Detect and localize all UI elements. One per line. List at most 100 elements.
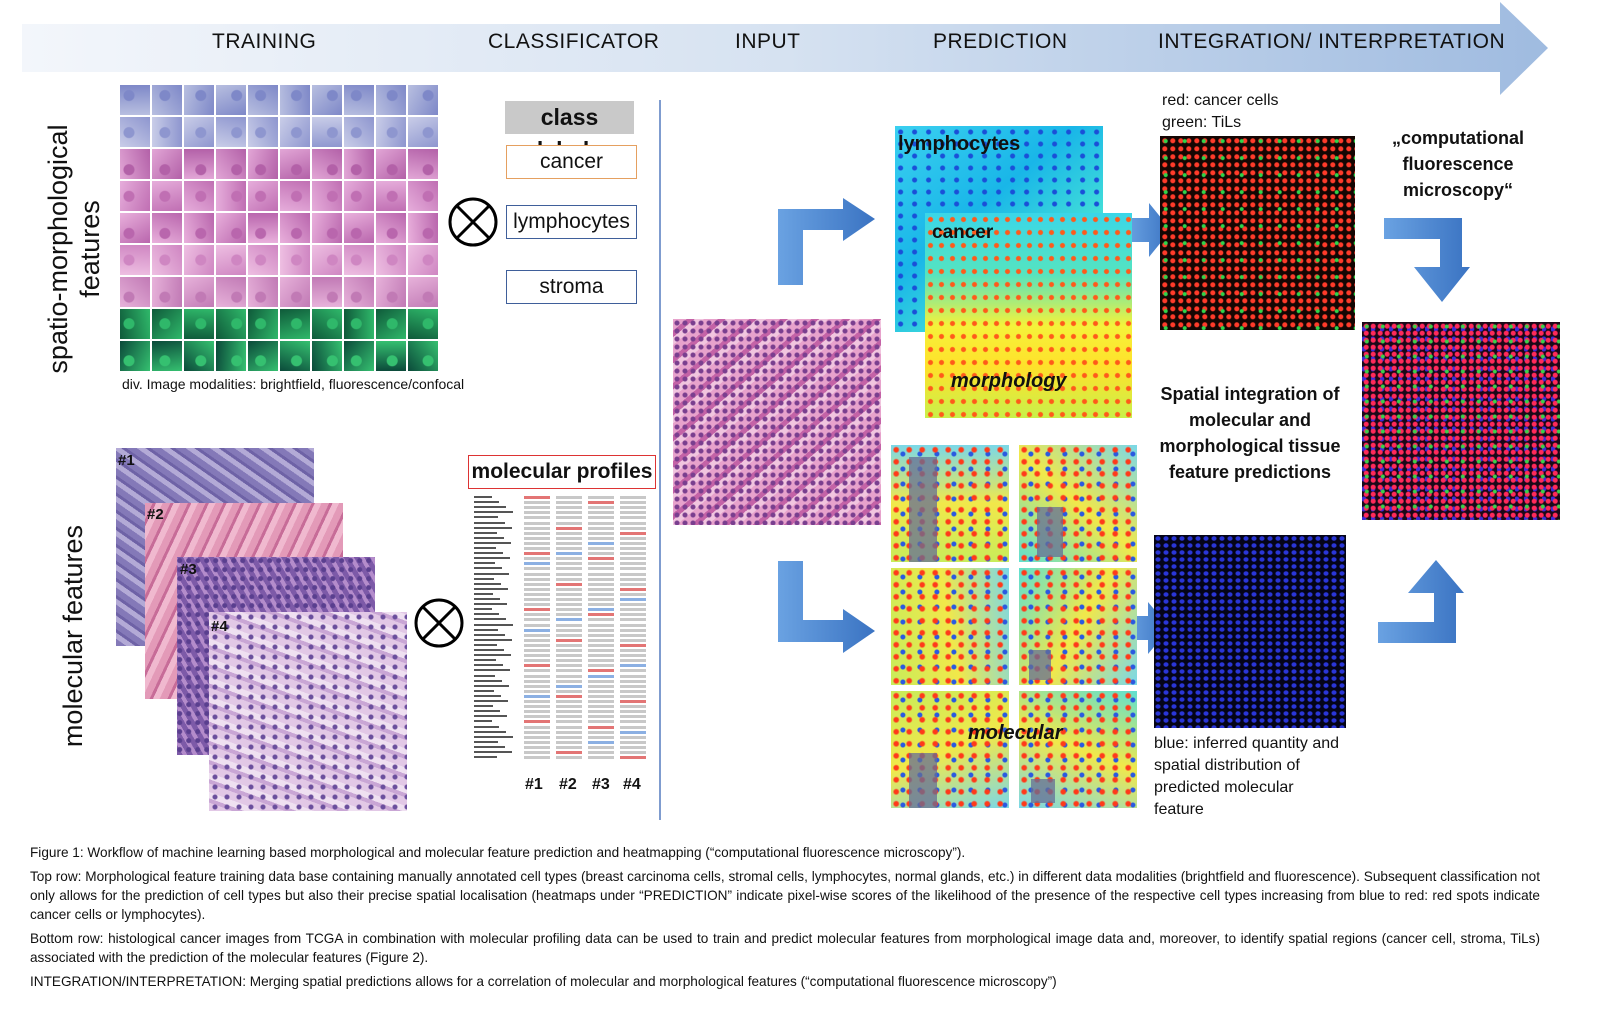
profile-cell xyxy=(524,516,550,520)
profile-cell xyxy=(556,684,582,688)
profile-cell xyxy=(524,725,550,729)
profile-cell xyxy=(556,587,582,591)
training-tile xyxy=(344,277,374,307)
profile-cell xyxy=(588,751,614,754)
training-tile xyxy=(408,85,438,115)
training-tile xyxy=(152,245,182,275)
molecular-features-label: molecular features xyxy=(58,524,88,748)
training-tile xyxy=(312,277,342,307)
profile-cell xyxy=(524,659,550,663)
profile-row xyxy=(474,531,648,535)
profile-cell xyxy=(620,501,646,505)
profile-cell xyxy=(588,541,614,545)
molecular-profile-table xyxy=(474,496,648,764)
profile-cell xyxy=(588,705,614,709)
profile-cell xyxy=(620,689,646,693)
stage-training: TRAINING xyxy=(212,30,317,53)
training-tile xyxy=(184,213,214,243)
heatmap-label-cancer: cancer xyxy=(932,222,994,243)
training-tile xyxy=(280,85,310,115)
profile-row xyxy=(474,756,648,760)
profile-cell xyxy=(524,501,550,505)
profile-cell xyxy=(620,715,646,719)
profile-cell xyxy=(556,689,582,693)
molecular-heatmap-grid xyxy=(891,445,1139,810)
profile-cell xyxy=(620,516,646,520)
profile-cell xyxy=(524,603,550,607)
profile-cell xyxy=(620,496,646,499)
profile-cell xyxy=(588,547,614,550)
training-tile xyxy=(408,181,438,211)
profile-row xyxy=(474,633,648,637)
profile-row-name xyxy=(474,541,511,544)
training-tile xyxy=(120,117,150,147)
molecular-blue-map xyxy=(1154,535,1346,728)
training-tile xyxy=(120,277,150,307)
profile-row-name xyxy=(474,562,495,565)
profile-cell xyxy=(588,506,614,510)
training-tile xyxy=(248,117,278,147)
profile-row xyxy=(474,745,648,749)
profile-cell xyxy=(556,618,582,622)
training-tile xyxy=(120,149,150,179)
legend-red: red: cancer cells xyxy=(1162,92,1279,109)
profile-cell xyxy=(556,516,582,520)
profile-row xyxy=(474,725,648,729)
profile-cell xyxy=(556,567,582,571)
profile-cell xyxy=(588,628,614,632)
profile-cell xyxy=(524,623,550,627)
profile-cell xyxy=(524,679,550,683)
profile-cell xyxy=(620,536,646,540)
profile-row-name xyxy=(474,700,508,702)
profile-cell xyxy=(524,562,550,566)
profile-cell xyxy=(556,740,582,744)
profile-row xyxy=(474,674,648,678)
profile-cell xyxy=(620,643,646,647)
profile-row xyxy=(474,592,648,596)
profile-cell xyxy=(524,521,550,525)
figure-caption: Figure 1: Workflow of machine learning b… xyxy=(30,843,1540,996)
training-tile xyxy=(376,85,406,115)
profile-cell xyxy=(620,735,646,739)
heatmap-label-molecular: molecular xyxy=(968,722,1063,744)
training-tile xyxy=(312,213,342,243)
training-tile xyxy=(184,309,214,339)
profile-cell xyxy=(588,521,614,525)
profile-col-2: #2 xyxy=(559,776,577,793)
profile-cell xyxy=(524,582,550,586)
profile-row-name xyxy=(474,521,505,524)
modalities-note: div. Image modalities: brightfield, fluo… xyxy=(122,376,465,392)
profile-cell xyxy=(620,720,646,724)
profile-cell xyxy=(588,654,614,658)
training-tile xyxy=(216,245,246,275)
tensor-operator-top xyxy=(448,197,498,247)
profile-cell xyxy=(524,705,550,709)
training-tile xyxy=(376,309,406,339)
profile-row xyxy=(474,521,648,525)
profile-row-name xyxy=(474,547,496,549)
training-tile xyxy=(248,245,278,275)
profile-cell xyxy=(620,654,646,658)
profile-cell xyxy=(556,552,582,556)
profile-row-name xyxy=(474,531,497,534)
arrow-blue-to-merged xyxy=(1378,560,1464,643)
profile-cell xyxy=(556,628,582,632)
profile-cell xyxy=(556,592,582,596)
profile-col-1: #1 xyxy=(525,776,543,793)
profile-row xyxy=(474,730,648,734)
profile-cell xyxy=(620,623,646,627)
training-tile xyxy=(408,277,438,307)
profile-row-name xyxy=(474,654,511,657)
profile-cell xyxy=(588,664,614,668)
profile-cell xyxy=(524,536,550,540)
profile-cell xyxy=(524,638,550,642)
training-tile xyxy=(280,309,310,339)
profile-cell xyxy=(588,684,614,688)
profile-row-name xyxy=(474,526,512,529)
profile-row xyxy=(474,536,648,540)
profile-cell xyxy=(524,649,550,652)
profile-cell xyxy=(588,516,614,520)
profile-cell xyxy=(620,541,646,545)
profile-cell xyxy=(588,496,614,499)
he-image-4 xyxy=(209,612,407,811)
